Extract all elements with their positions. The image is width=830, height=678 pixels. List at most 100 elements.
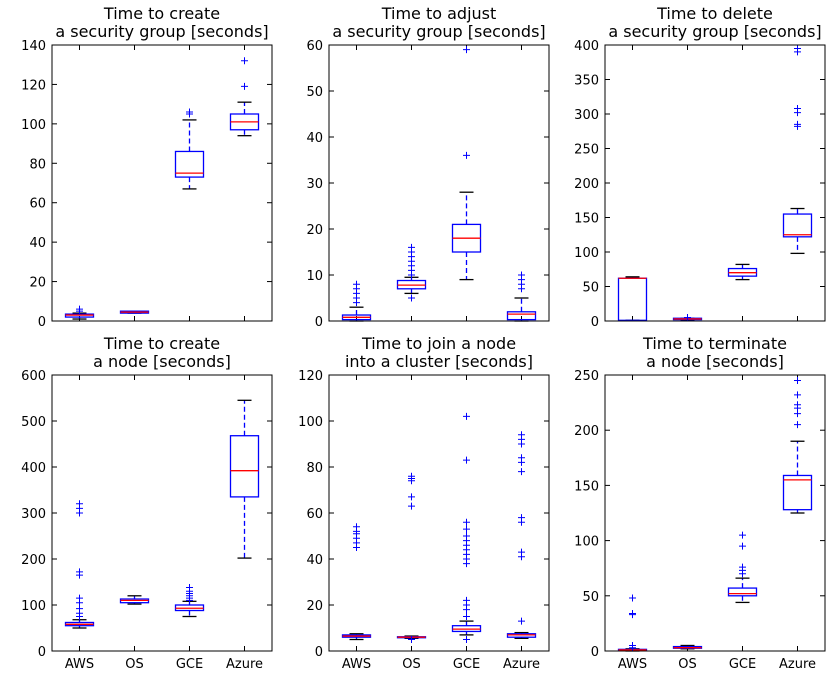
y-tick-label: 20 bbox=[306, 599, 323, 614]
outlier-point bbox=[794, 391, 801, 399]
box-azure bbox=[782, 377, 813, 514]
box-iqr bbox=[229, 435, 260, 498]
axes-frame bbox=[51, 374, 273, 652]
chart-title-line: into a cluster [seconds] bbox=[345, 352, 533, 371]
y-tick-label: 400 bbox=[574, 39, 599, 54]
axes-frame bbox=[51, 44, 273, 322]
outlier-point bbox=[76, 305, 83, 313]
box-aws bbox=[341, 523, 372, 641]
outlier-point bbox=[408, 243, 415, 251]
y-tick-label: 20 bbox=[29, 276, 46, 291]
box-os bbox=[672, 314, 703, 322]
y-tick-label: 200 bbox=[21, 553, 46, 568]
box-iqr bbox=[727, 587, 758, 597]
outlier-point bbox=[518, 514, 525, 522]
outlier-point bbox=[629, 594, 636, 602]
outlier-point bbox=[408, 636, 415, 643]
y-tick-label: 50 bbox=[582, 590, 599, 605]
box-aws bbox=[64, 305, 95, 320]
outlier-point bbox=[739, 531, 746, 539]
box-aws bbox=[341, 280, 372, 322]
outlier-point bbox=[353, 523, 360, 531]
y-tick-label: 200 bbox=[574, 424, 599, 439]
outlier-point bbox=[241, 57, 248, 65]
outlier-point bbox=[408, 294, 415, 302]
outlier-point bbox=[408, 502, 415, 510]
x-tick-label: Azure bbox=[226, 657, 263, 672]
x-tick-label: OS bbox=[678, 657, 696, 672]
outlier-point bbox=[76, 594, 83, 602]
y-tick-label: 20 bbox=[306, 223, 323, 238]
y-tick-label: 60 bbox=[306, 507, 323, 522]
y-tick-label: 400 bbox=[21, 461, 46, 476]
y-tick-label: 500 bbox=[21, 415, 46, 430]
axes-frame bbox=[328, 374, 550, 652]
outlier-point bbox=[463, 636, 470, 643]
chart-title-line: Time to join a node bbox=[361, 334, 516, 353]
axes-frame bbox=[604, 374, 826, 652]
y-tick-label: 0 bbox=[591, 315, 599, 330]
y-tick-label: 60 bbox=[29, 197, 46, 212]
outlier-point bbox=[463, 46, 470, 54]
y-tick-label: 250 bbox=[574, 369, 599, 384]
outlier-point bbox=[518, 271, 525, 279]
outlier-point bbox=[463, 412, 470, 420]
y-tick-label: 100 bbox=[574, 246, 599, 261]
x-tick-label: OS bbox=[402, 657, 420, 672]
outlier-point bbox=[794, 120, 801, 128]
y-tick-label: 120 bbox=[21, 78, 46, 93]
box-azure bbox=[782, 44, 813, 255]
outlier-point bbox=[629, 641, 636, 649]
outlier-point bbox=[518, 454, 525, 462]
outlier-point bbox=[186, 584, 193, 592]
box-os bbox=[119, 595, 150, 605]
outlier-point bbox=[518, 431, 525, 439]
y-tick-label: 60 bbox=[306, 39, 323, 54]
y-tick-label: 0 bbox=[315, 315, 323, 330]
y-tick-label: 30 bbox=[306, 177, 323, 192]
box-azure bbox=[229, 57, 260, 137]
x-tick-label: Azure bbox=[503, 657, 540, 672]
y-tick-label: 250 bbox=[574, 143, 599, 158]
x-tick-label: AWS bbox=[618, 657, 647, 672]
y-tick-label: 150 bbox=[574, 479, 599, 494]
y-tick-label: 300 bbox=[21, 507, 46, 522]
y-tick-label: 40 bbox=[306, 553, 323, 568]
y-tick-label: 100 bbox=[21, 118, 46, 133]
y-tick-label: 600 bbox=[21, 369, 46, 384]
chart-title-line: Time to create bbox=[103, 4, 220, 23]
axes-frame bbox=[328, 44, 550, 322]
outlier-point bbox=[629, 609, 636, 617]
box-iqr bbox=[782, 474, 813, 511]
outlier-point bbox=[463, 456, 470, 464]
box-iqr bbox=[617, 277, 648, 321]
outlier-point bbox=[794, 421, 801, 429]
outlier-point bbox=[794, 104, 801, 112]
x-tick-label: OS bbox=[125, 657, 143, 672]
outlier-point bbox=[408, 493, 415, 501]
outlier-point bbox=[186, 108, 193, 116]
box-azure bbox=[229, 399, 260, 559]
box-gce bbox=[174, 108, 205, 190]
chart-title-line: a security group [seconds] bbox=[332, 22, 545, 41]
y-tick-label: 100 bbox=[21, 599, 46, 614]
box-aws bbox=[64, 500, 95, 629]
box-aws bbox=[617, 276, 648, 321]
box-iqr bbox=[782, 213, 813, 238]
outlier-point bbox=[794, 377, 801, 385]
outlier-point bbox=[463, 525, 470, 533]
box-gce bbox=[727, 263, 758, 281]
outlier-point bbox=[794, 401, 801, 409]
chart-title-line: Time to adjust bbox=[381, 4, 497, 23]
y-tick-label: 0 bbox=[591, 645, 599, 660]
outlier-point bbox=[408, 472, 415, 480]
y-tick-label: 40 bbox=[306, 131, 323, 146]
y-tick-label: 80 bbox=[29, 157, 46, 172]
y-tick-label: 120 bbox=[298, 369, 323, 384]
outlier-point bbox=[241, 82, 248, 90]
outlier-point bbox=[518, 468, 525, 476]
